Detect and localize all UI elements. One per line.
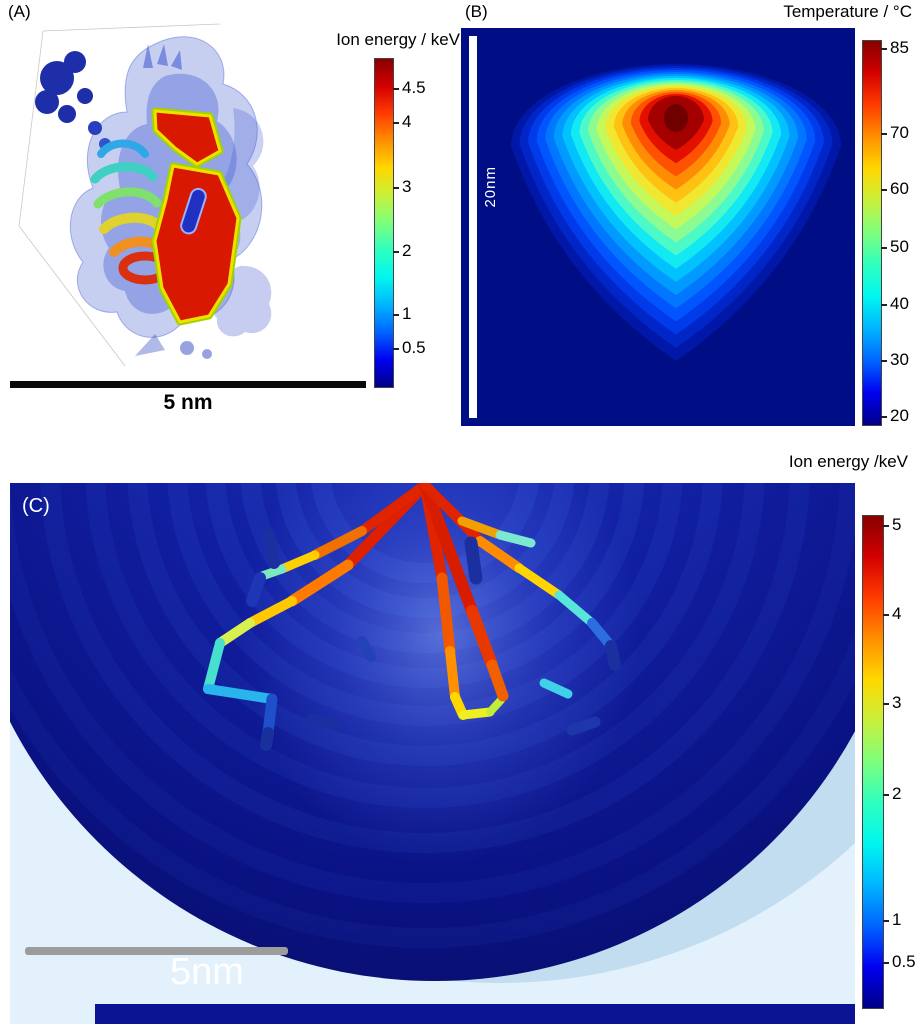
bottom-layer xyxy=(95,1004,855,1024)
panel-a-colorbar-title: Ion energy / keV xyxy=(336,30,460,49)
colorbar-tick: 4 xyxy=(392,112,412,132)
colorbar-tick: 2 xyxy=(882,784,902,804)
colorbar-tick: 0.5 xyxy=(883,952,916,972)
colorbar-tick: 2 xyxy=(392,241,412,261)
colorbar-tick: 1 xyxy=(392,303,412,323)
colorbar-tick: 50 xyxy=(881,236,909,256)
panel-b-scalebar-label: 20nm xyxy=(482,166,499,208)
panel-b-colorbar xyxy=(862,40,882,426)
colorbar-tick: 1 xyxy=(882,910,902,930)
panel-b-label: (B) xyxy=(465,2,488,21)
colorbar-tick: 40 xyxy=(881,294,909,314)
ion-trajectory-isosurface-render xyxy=(18,23,272,367)
panel-c-label: (C) xyxy=(22,495,50,517)
colorbar-tick: 30 xyxy=(881,350,909,370)
colorbar-tick: 0.5 xyxy=(393,338,426,358)
blue-capsule xyxy=(180,187,207,235)
panel-c-scalebar-label: 5nm xyxy=(170,951,244,993)
colorbar-tick: 3 xyxy=(882,692,902,712)
ion-trajectory-crater-render: (C) 5nm xyxy=(10,483,855,1024)
colorbar-tick: 85 xyxy=(881,37,909,57)
colorbar-tick: 3 xyxy=(392,176,412,196)
colorbar-tick: 20 xyxy=(881,406,909,426)
crater-svg xyxy=(10,483,855,1024)
ion-trajectories xyxy=(203,483,621,751)
damage-contour-rings xyxy=(10,483,855,948)
panel-a-scalebar xyxy=(10,381,366,388)
panel-a-label: (A) xyxy=(8,2,31,21)
colorbar-tick: 70 xyxy=(881,122,909,142)
high-energy-red-core xyxy=(151,107,242,326)
panel-c-title: Ion energy /keV xyxy=(788,452,908,471)
panel-c-colorbar xyxy=(862,515,884,1009)
panel-a-colorbar xyxy=(374,58,394,388)
temperature-contour-svg xyxy=(461,28,855,426)
colorbar-tick: 4 xyxy=(882,603,902,623)
temperature-contour-plot: 20nm xyxy=(461,28,855,426)
panel-c-scalebar xyxy=(25,947,288,955)
colorbar-tick: 60 xyxy=(881,178,909,198)
panel-b-title: Temperature / °C xyxy=(783,2,912,21)
colorbar-tick: 4.5 xyxy=(393,77,426,97)
colorbar-tick: 5 xyxy=(882,514,902,534)
panel-b-scalebar xyxy=(469,36,477,418)
panel-a-scalebar-label: 5 nm xyxy=(163,391,213,414)
axis-wireframe xyxy=(18,23,221,367)
